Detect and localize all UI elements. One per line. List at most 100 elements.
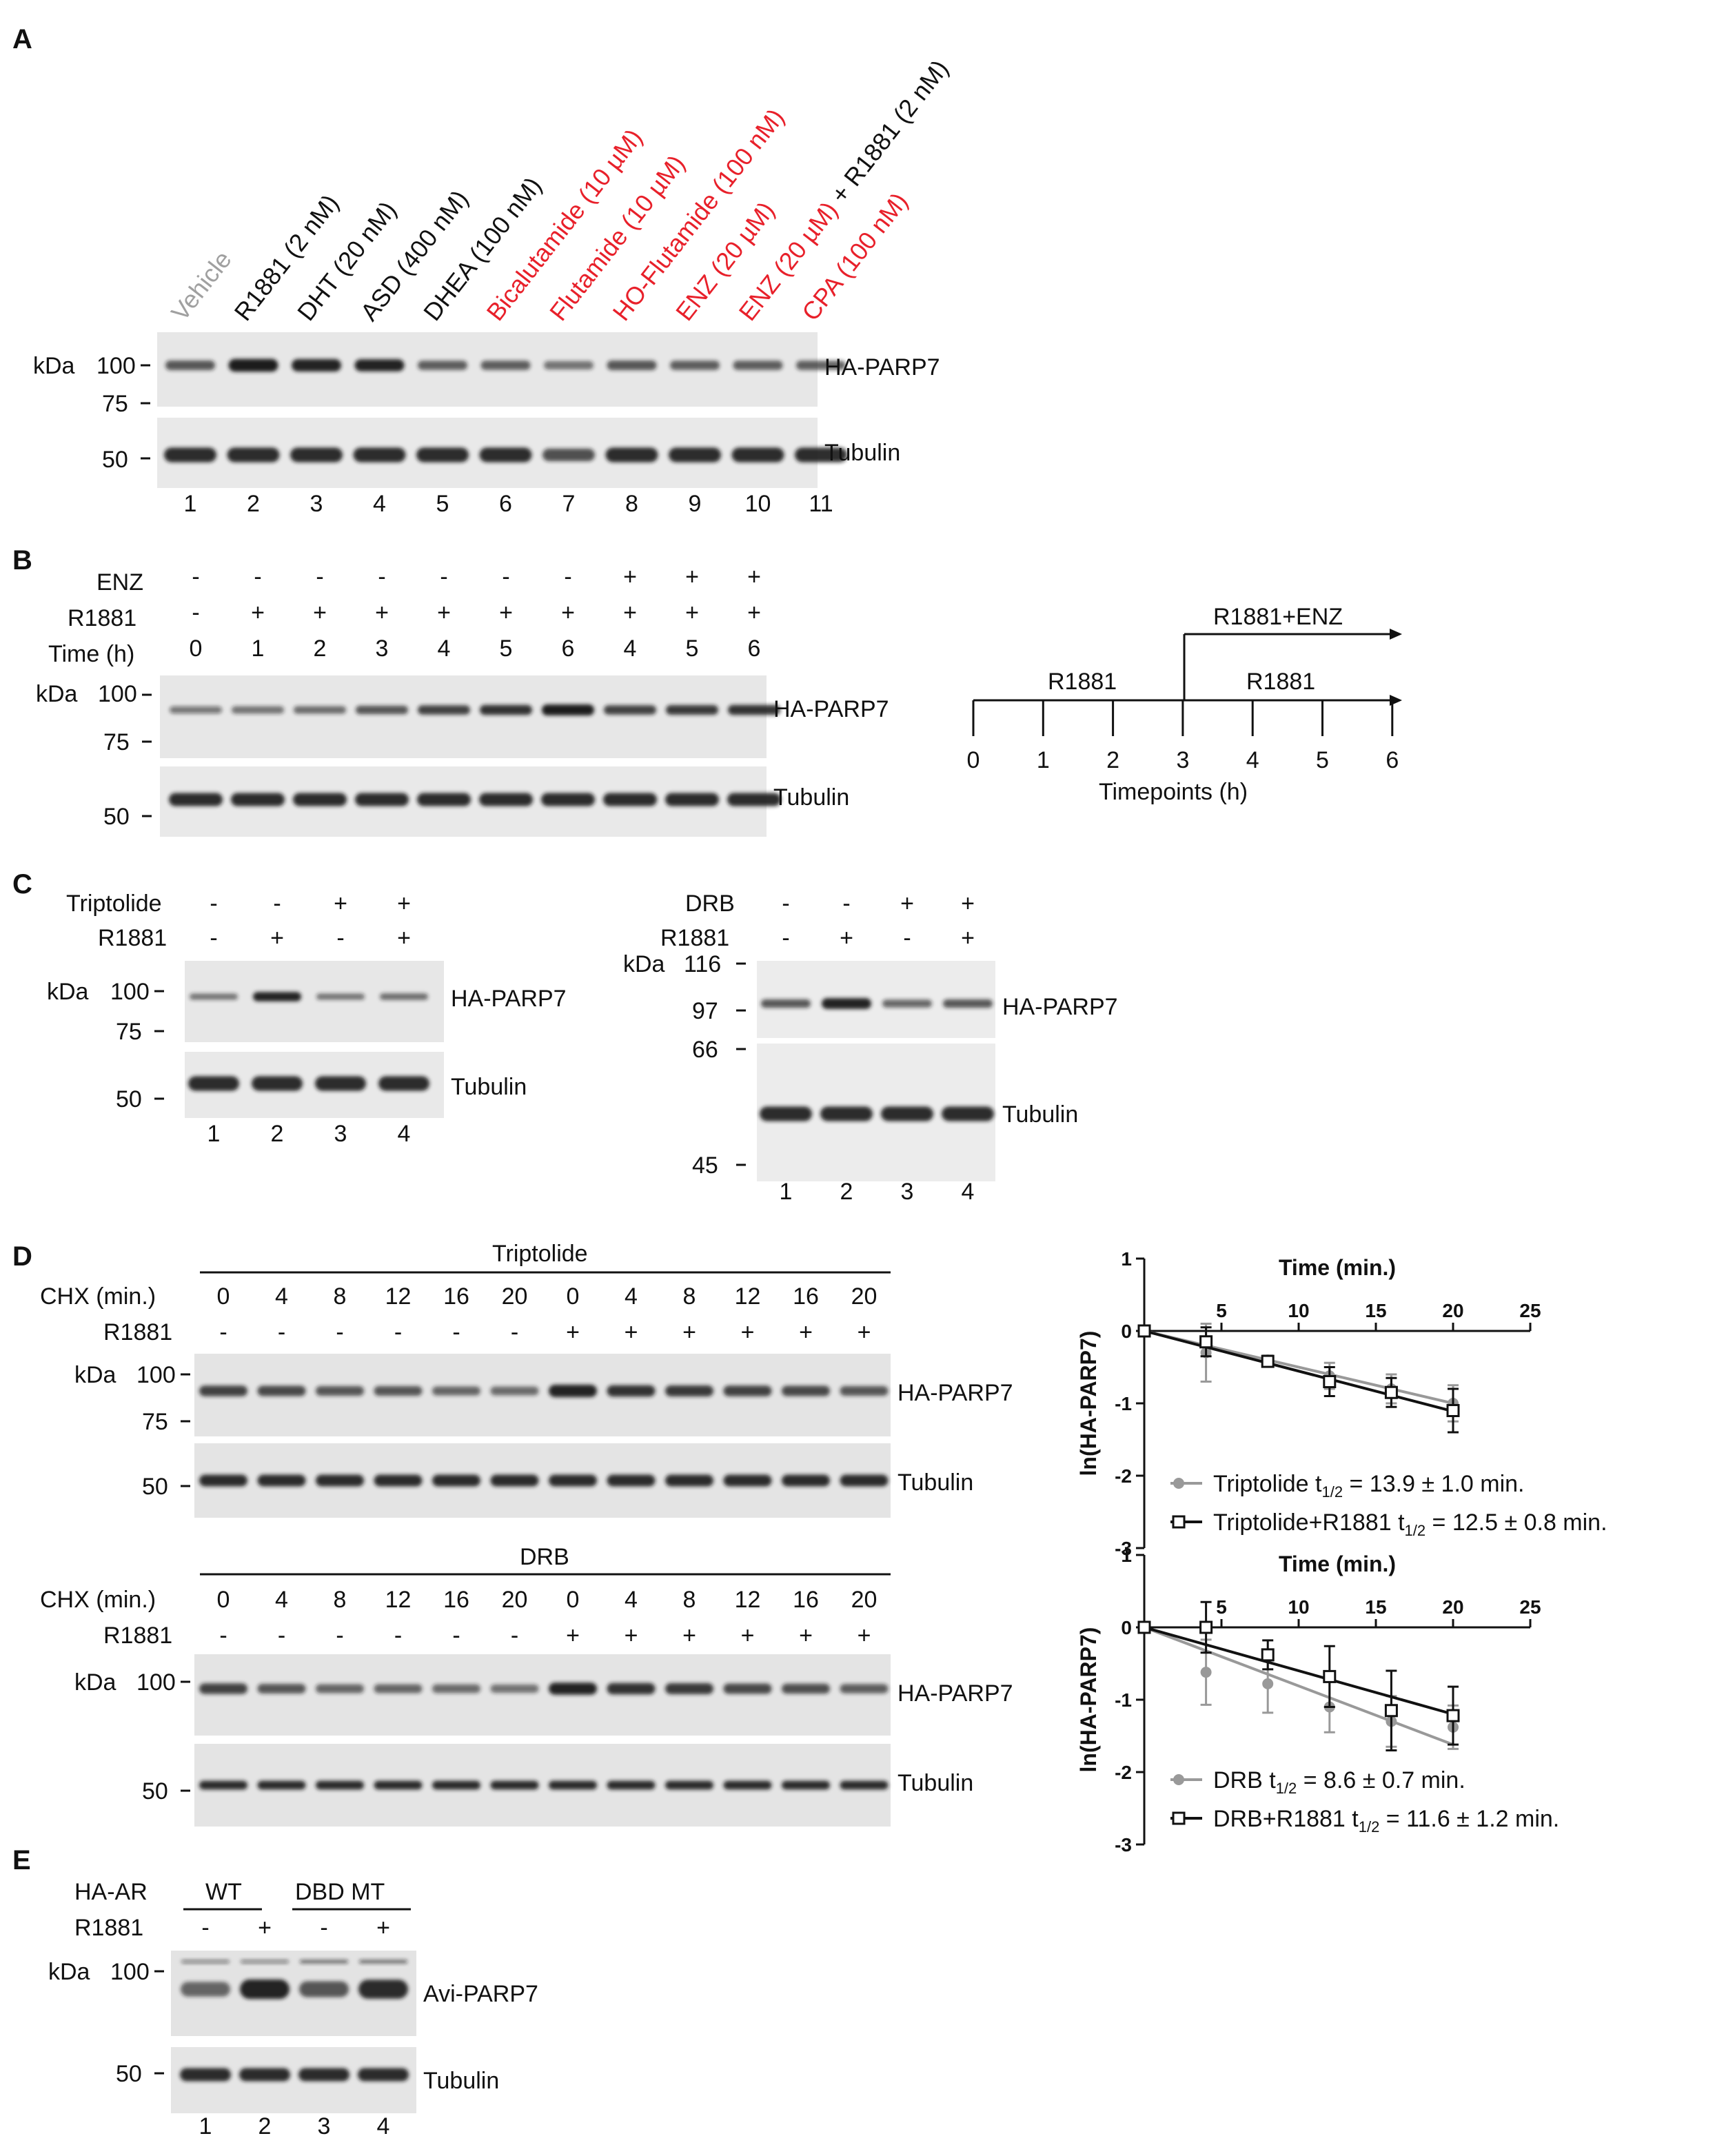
band-tubulin xyxy=(549,1474,597,1487)
marker-75: 75 xyxy=(116,1019,142,1045)
minus-sign: 16 xyxy=(443,1283,469,1310)
lane-number: 10 xyxy=(745,491,771,517)
band-ha-parp7 xyxy=(728,704,780,715)
minus-sign: 1 xyxy=(252,635,265,662)
marker-50: 50 xyxy=(142,1474,168,1500)
band-tubulin xyxy=(942,1106,994,1121)
row-label-r1881: R1881 xyxy=(68,605,136,631)
plus-sign: + xyxy=(625,1623,638,1649)
plus-sign: + xyxy=(799,1319,813,1345)
minus-sign: 20 xyxy=(851,1283,877,1310)
band-ha-parp7 xyxy=(257,1683,306,1694)
plus-sign: + xyxy=(566,1319,580,1345)
band-tubulin xyxy=(840,1780,889,1790)
plus-sign: + xyxy=(685,564,699,590)
lane-numbers: 1 2 3 4 xyxy=(780,1179,975,1205)
panel-label-b: B xyxy=(12,545,32,576)
band-tubulin xyxy=(374,1780,423,1790)
row-label-enz: ENZ xyxy=(97,569,143,596)
minus-sign: 5 xyxy=(500,635,513,662)
y-tick-label: 0 xyxy=(1121,1617,1132,1638)
minus-sign: 4 xyxy=(624,635,637,662)
minus-sign: 6 xyxy=(562,635,575,662)
lane-number: 3 xyxy=(310,491,323,517)
band-tubulin xyxy=(293,793,347,806)
band-ha-parp7 xyxy=(549,1682,597,1695)
data-point xyxy=(1199,1335,1213,1349)
marker-100: 100 xyxy=(110,1959,150,1985)
data-point xyxy=(1137,1324,1151,1338)
band-tubulin xyxy=(723,1474,772,1487)
band-tubulin xyxy=(374,1474,423,1487)
band-tubulin xyxy=(416,447,469,462)
minus-sign: - xyxy=(782,891,789,917)
blot-d-drb-tubulin xyxy=(194,1744,891,1827)
band-ha-parp7 xyxy=(232,706,284,714)
minus-sign: 20 xyxy=(502,1283,528,1310)
x-tick-label: 15 xyxy=(1365,1596,1386,1618)
lane-number: 1 xyxy=(184,491,197,517)
plus-sign: + xyxy=(375,600,389,626)
minus-sign: 4 xyxy=(625,1587,638,1613)
band-tubulin xyxy=(665,1780,713,1790)
blot-b-tubulin xyxy=(160,766,781,837)
band-tubulin xyxy=(782,1780,830,1790)
blot-label-ha-parp7: HA-PARP7 xyxy=(824,354,940,380)
data-point xyxy=(1323,1375,1337,1388)
band-ha-parp7 xyxy=(190,993,238,1000)
minus-sign: - xyxy=(320,1915,327,1941)
x-axis-title: Time (min.) xyxy=(1279,1552,1396,1576)
minus-sign: - xyxy=(254,564,261,590)
blot-label-ha-parp7: HA-PARP7 xyxy=(773,696,889,722)
timeline-axis-title: Timepoints (h) xyxy=(1099,779,1248,805)
legend-marker xyxy=(1173,1478,1184,1489)
band-avi-parp7-upper xyxy=(241,1960,289,1964)
timeline-tick-label: 1 xyxy=(1037,747,1050,773)
y-tick-label: -3 xyxy=(1115,1834,1132,1855)
blot-c-right-tubulin xyxy=(757,1044,995,1181)
minus-sign: 12 xyxy=(735,1283,761,1310)
lane-number: 1 xyxy=(780,1179,793,1205)
minus-sign: - xyxy=(842,891,850,917)
x-tick-label: 10 xyxy=(1288,1596,1309,1618)
kda-label: kDa xyxy=(74,1669,116,1696)
fit-line xyxy=(1144,1626,1454,1746)
row-label-chx: CHX (min.) xyxy=(40,1587,156,1613)
timeline-r1881-left: R1881 xyxy=(1048,669,1117,695)
band-tubulin xyxy=(316,1780,364,1790)
minus-sign: 0 xyxy=(217,1283,230,1310)
band-tubulin xyxy=(607,1474,656,1487)
minus-sign: - xyxy=(903,925,911,951)
band-tubulin xyxy=(188,1076,239,1091)
band-tubulin xyxy=(316,1474,364,1487)
band-ha-parp7 xyxy=(316,993,365,1000)
blot-label-tubulin: Tubulin xyxy=(1002,1101,1078,1128)
lane-number: 4 xyxy=(373,491,386,517)
band-tubulin xyxy=(315,1076,366,1091)
lane-number: 5 xyxy=(436,491,449,517)
band-ha-parp7 xyxy=(796,360,846,370)
band-ha-parp7 xyxy=(199,1683,247,1694)
group-dbd-mt: DBD MT xyxy=(295,1879,385,1905)
band-avi-parp7-upper xyxy=(181,1960,230,1964)
plus-sign: + xyxy=(961,925,975,951)
band-ha-parp7 xyxy=(490,1684,539,1694)
band-ha-parp7 xyxy=(782,1385,830,1396)
row-label-drb: DRB xyxy=(685,891,735,917)
minus-sign: - xyxy=(502,564,509,590)
marker-50: 50 xyxy=(142,1778,168,1804)
fit-line xyxy=(1144,1330,1454,1413)
data-point xyxy=(1446,1709,1460,1722)
row-label-r1881: R1881 xyxy=(98,925,167,951)
band-ha-parp7 xyxy=(604,705,656,715)
band-tubulin xyxy=(257,1474,306,1487)
band-ha-parp7 xyxy=(170,706,222,714)
plus-sign: + xyxy=(397,925,411,951)
plus-sign: + xyxy=(437,600,451,626)
lane-number: 9 xyxy=(689,491,702,517)
row-label-r1881: R1881 xyxy=(103,1623,172,1649)
data-point xyxy=(1199,1620,1213,1634)
